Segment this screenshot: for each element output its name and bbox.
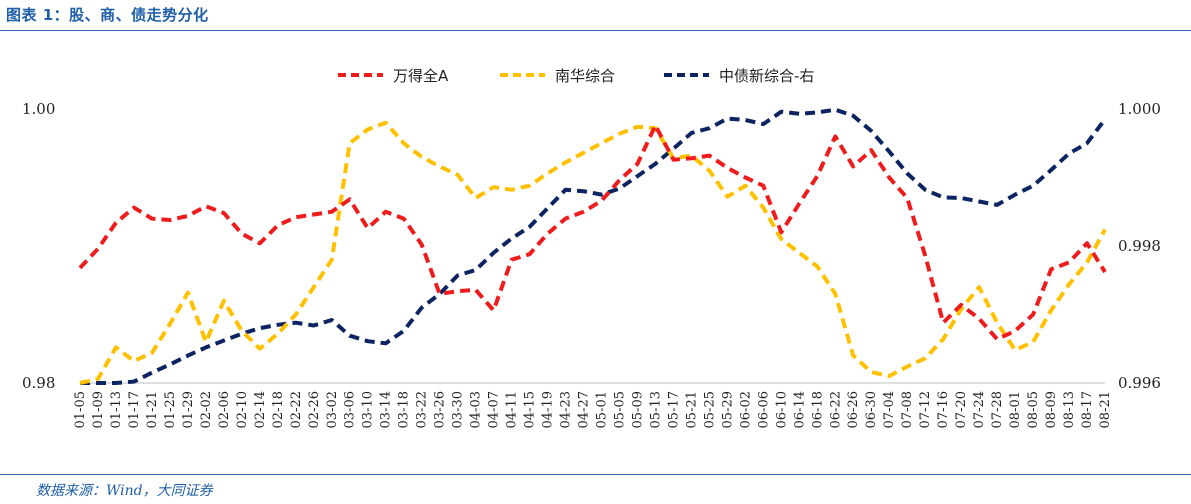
legend-label-bond: 中债新综合-右 — [719, 67, 814, 85]
x-tick-label: 06-14 — [792, 391, 807, 428]
series-line-nanhua — [79, 120, 1107, 385]
x-tick-label: 05-25 — [702, 391, 717, 428]
right-tick-label: 0.996 — [1118, 374, 1161, 392]
legend-label-nanhua: 南华综合 — [555, 67, 615, 85]
x-tick-label: 01-05 — [73, 391, 88, 428]
x-tick-label: 04-19 — [541, 391, 556, 428]
bottom-rule — [0, 474, 1191, 475]
x-tick-label: 04-07 — [487, 391, 502, 428]
x-tick-label: 03-30 — [451, 391, 466, 428]
x-tick-label: 03-26 — [433, 391, 448, 428]
x-tick-label: 04-23 — [559, 391, 574, 428]
series-line-bond — [80, 107, 1107, 385]
x-tick-label: 08-13 — [1062, 391, 1077, 428]
x-tick-label: 03-10 — [361, 391, 376, 428]
x-tick-label: 01-25 — [163, 391, 178, 428]
x-tick-label: 01-17 — [127, 391, 142, 428]
x-tick-label: 05-13 — [648, 391, 663, 428]
x-tick-label: 04-11 — [505, 391, 520, 428]
x-tick-label: 02-02 — [199, 391, 214, 428]
x-tick-label: 07-04 — [882, 391, 897, 428]
x-tick-label: 02-10 — [235, 391, 250, 428]
series-line-wind-a — [78, 123, 1107, 342]
x-tick-label: 06-06 — [756, 391, 771, 428]
x-tick-label: 08-09 — [1044, 391, 1059, 428]
x-tick-label: 07-16 — [936, 391, 951, 428]
x-tick-label: 03-02 — [325, 391, 340, 428]
x-tick-label: 07-08 — [900, 391, 915, 428]
x-tick-label: 04-03 — [469, 391, 484, 428]
x-tick-label: 05-17 — [666, 391, 681, 428]
x-tick-label: 04-27 — [577, 391, 592, 428]
x-tick-label: 06-22 — [828, 391, 843, 428]
left-axis: 1.00 0.98 — [22, 100, 55, 392]
legend-label-wind-a: 万得全A — [393, 67, 449, 85]
left-tick-label-bottom: 0.98 — [22, 374, 55, 392]
x-tick-label: 06-26 — [846, 391, 861, 428]
x-tick-label: 06-18 — [810, 391, 825, 428]
x-tick-label: 07-24 — [972, 391, 987, 428]
x-tick-label: 05-09 — [631, 391, 646, 428]
x-tick-label: 02-22 — [289, 391, 304, 428]
x-tick-label: 03-06 — [343, 391, 358, 428]
x-tick-label: 05-21 — [684, 391, 699, 428]
x-tick-label: 08-05 — [1026, 391, 1041, 428]
x-tick-label: 03-22 — [415, 391, 430, 428]
x-tick-label: 07-12 — [918, 391, 933, 428]
x-tick-label: 01-13 — [109, 391, 124, 428]
line-chart: 万得全A 南华综合 中债新综合-右 1.00 0.98 1.000 0.998 0.9… — [22, 67, 1161, 428]
x-tick-label: 01-29 — [181, 391, 196, 428]
x-tick-label: 01-09 — [91, 391, 106, 428]
figure-title: 图表 1：股、商、债走势分化 — [6, 6, 209, 24]
x-tick-label: 06-10 — [774, 391, 789, 428]
x-tick-label: 07-28 — [990, 391, 1005, 428]
left-tick-label-top: 1.00 — [22, 100, 55, 118]
x-tick-label: 05-05 — [613, 391, 628, 428]
x-tick-label: 01-21 — [145, 391, 160, 428]
x-tick-label: 02-26 — [307, 391, 322, 428]
top-rule — [0, 30, 1191, 31]
x-tick-label: 06-02 — [738, 391, 753, 428]
right-tick-label: 0.998 — [1118, 237, 1161, 255]
right-tick-label: 1.000 — [1118, 100, 1161, 118]
x-axis: 01-05 01-09 01-13 01-17 01-21 01-25 01-29 02-02… — [73, 391, 1113, 428]
x-tick-label: 06-30 — [864, 391, 879, 428]
x-tick-label: 04-15 — [523, 391, 538, 428]
x-tick-label: 05-01 — [595, 391, 610, 428]
series-layer — [78, 107, 1107, 385]
x-tick-label: 02-14 — [253, 391, 268, 428]
x-tick-label: 08-17 — [1080, 391, 1095, 428]
x-tick-label: 08-21 — [1098, 391, 1113, 428]
x-tick-label: 07-20 — [954, 391, 969, 428]
x-tick-label: 05-29 — [720, 391, 735, 428]
x-tick-label: 02-18 — [271, 391, 286, 428]
right-axis: 1.000 0.998 0.996 — [1118, 100, 1161, 392]
x-tick-label: 03-18 — [397, 391, 412, 428]
chart-legend: 万得全A 南华综合 中债新综合-右 — [338, 67, 814, 85]
source-note: 数据来源：Wind，大同证券 — [36, 483, 213, 499]
x-tick-label: 02-06 — [217, 391, 232, 428]
x-tick-label: 08-01 — [1008, 391, 1023, 428]
x-tick-label: 03-14 — [379, 391, 394, 428]
